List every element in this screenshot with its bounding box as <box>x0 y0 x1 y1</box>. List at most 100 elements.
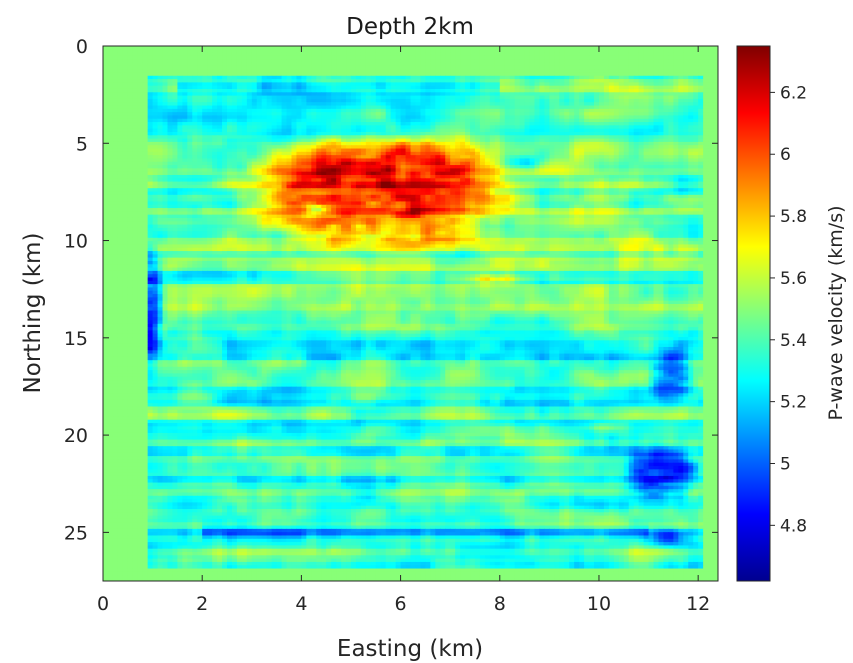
heatmap-cell <box>420 46 426 50</box>
heatmap-cell <box>554 55 560 60</box>
heatmap-cell <box>549 75 555 80</box>
heatmap-cell <box>465 59 471 64</box>
heatmap-cell <box>539 65 546 70</box>
heatmap-cell <box>261 52 268 57</box>
heatmap-cell <box>107 79 114 83</box>
heatmap-cell <box>355 49 362 54</box>
heatmap-cell <box>296 46 302 50</box>
heatmap-cell <box>187 62 193 67</box>
heatmap-cell <box>147 49 154 54</box>
heatmap-cell <box>504 72 511 77</box>
heatmap-cell <box>306 46 312 50</box>
heatmap-cell <box>336 52 342 57</box>
heatmap-cell <box>350 72 357 77</box>
heatmap-cell <box>286 65 293 70</box>
heatmap-cell <box>400 62 407 67</box>
heatmap-cell <box>355 79 362 83</box>
heatmap-cell <box>415 52 422 57</box>
heatmap-cell <box>455 72 461 77</box>
heatmap-cell <box>455 82 461 87</box>
heatmap-cell <box>326 59 332 64</box>
heatmap-cell <box>147 82 154 87</box>
heatmap-cell <box>445 69 451 74</box>
heatmap-cell <box>435 65 441 70</box>
heatmap-cell <box>713 46 718 50</box>
heatmap-cell <box>162 85 169 90</box>
heatmap-cell <box>241 49 248 54</box>
heatmap-cell <box>430 85 436 90</box>
heatmap-cell <box>117 69 124 74</box>
heatmap-cell <box>112 85 119 90</box>
heatmap-cell <box>296 59 302 64</box>
heatmap-cell <box>261 69 268 74</box>
heatmap-cell <box>623 65 630 70</box>
heatmap-cell <box>460 85 466 90</box>
heatmap-cell <box>316 69 322 74</box>
heatmap-cell <box>122 79 129 83</box>
heatmap-cell <box>142 49 149 54</box>
heatmap-cell <box>365 65 372 70</box>
heatmap-cell <box>222 85 228 90</box>
heatmap-cell <box>231 59 238 64</box>
heatmap-cell <box>276 49 283 54</box>
heatmap-cell <box>212 72 218 77</box>
heatmap-cell <box>117 82 124 87</box>
heatmap-cell <box>638 55 645 60</box>
heatmap-cell <box>355 65 362 70</box>
heatmap-cell <box>122 52 129 57</box>
heatmap-cell <box>127 49 134 54</box>
heatmap-cell <box>514 65 521 70</box>
heatmap-cell <box>266 55 273 60</box>
heatmap-cell <box>534 55 541 60</box>
heatmap-cell <box>246 79 253 83</box>
heatmap-cell <box>311 55 317 60</box>
heatmap-cell <box>256 65 263 70</box>
heatmap-cell <box>489 55 496 60</box>
heatmap-cell <box>410 52 417 57</box>
heatmap-cell <box>137 85 144 90</box>
heatmap-cell <box>435 72 441 77</box>
heatmap-cell <box>688 59 694 64</box>
heatmap-cell <box>509 49 516 54</box>
heatmap-cell <box>306 65 312 70</box>
heatmap-cell <box>256 85 263 90</box>
heatmap-cell <box>544 79 550 83</box>
heatmap-cell <box>658 46 665 50</box>
heatmap-cell <box>623 69 630 74</box>
heatmap-cell <box>628 62 635 67</box>
heatmap-cell <box>445 49 451 54</box>
heatmap-cell <box>613 62 620 67</box>
heatmap-cell <box>663 49 669 54</box>
heatmap-cell <box>306 69 312 74</box>
heatmap-cell <box>212 79 218 83</box>
heatmap-cell <box>465 65 471 70</box>
heatmap-cell <box>574 55 580 60</box>
heatmap-cell <box>579 49 585 54</box>
heatmap-cell <box>346 46 352 50</box>
heatmap-cell <box>350 55 357 60</box>
heatmap-cell <box>638 79 645 83</box>
heatmap-cell <box>276 59 283 64</box>
heatmap-cell <box>152 59 159 64</box>
heatmap-cell <box>564 69 570 74</box>
heatmap-cell <box>564 55 570 60</box>
heatmap-cell <box>197 82 203 87</box>
heatmap-cell <box>608 62 615 67</box>
heatmap-cell <box>316 75 322 80</box>
heatmap-cell <box>514 52 521 57</box>
heatmap-cell <box>301 62 307 67</box>
heatmap-cell <box>251 52 258 57</box>
heatmap-cell <box>132 72 139 77</box>
heatmap-cell <box>271 65 278 70</box>
heatmap-cell <box>648 79 655 83</box>
heatmap-cell <box>544 65 550 70</box>
heatmap-cell <box>197 79 203 83</box>
heatmap-cell <box>653 75 660 80</box>
heatmap-cell <box>460 52 466 57</box>
heatmap-cell <box>713 49 718 54</box>
heatmap-cell <box>683 82 689 87</box>
heatmap-cell <box>301 52 307 57</box>
heatmap-cell <box>415 59 422 64</box>
heatmap-cell <box>341 46 347 50</box>
heatmap-cell <box>633 75 640 80</box>
